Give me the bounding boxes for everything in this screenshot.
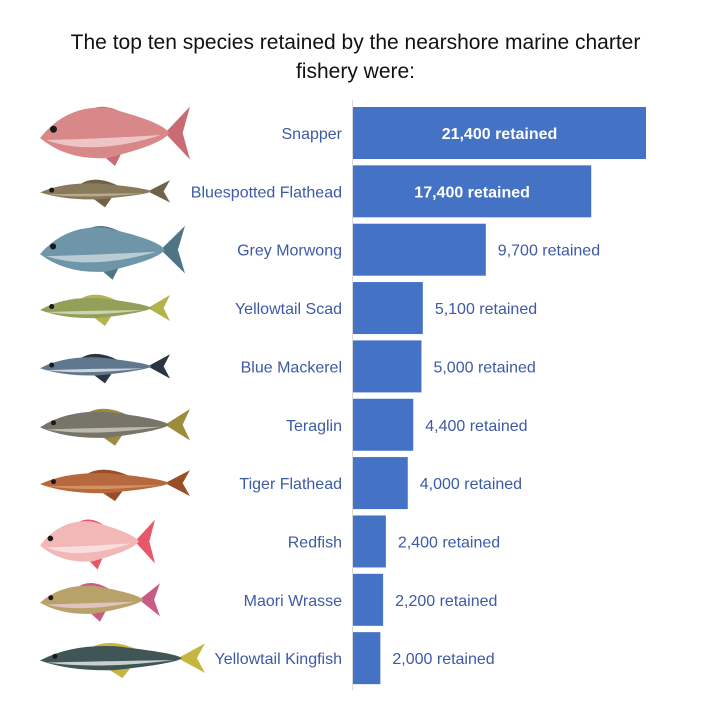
category-label: Snapper: [282, 126, 343, 143]
category-label: Blue Mackerel: [241, 359, 342, 376]
category-label: Redfish: [288, 534, 342, 551]
blue-mackerel-icon: [40, 353, 170, 384]
redfish-icon: [40, 519, 155, 570]
category-label: Bluespotted Flathead: [191, 184, 342, 201]
grey-morwong-icon: [40, 225, 185, 280]
bar: [353, 165, 592, 218]
data-label: 2,000 retained: [392, 651, 494, 668]
data-label: 2,200 retained: [395, 593, 497, 610]
yellowtail-kingfish-icon: [40, 643, 205, 679]
category-label: Yellowtail Scad: [235, 301, 342, 318]
yellowtail-scad-icon: [40, 294, 170, 327]
category-label: Tiger Flathead: [239, 476, 342, 493]
chart-title-line-2: fishery were:: [295, 60, 416, 83]
bar: [353, 573, 384, 626]
bar: [353, 632, 381, 685]
data-label: 21,400 retained: [442, 126, 558, 143]
bar: [353, 107, 646, 159]
bars: Snapper 21,400 retained Bluespotted Flathe…: [191, 107, 646, 685]
bar: [353, 457, 408, 510]
snapper-icon: [40, 106, 190, 166]
chart-title: The top ten species retained by the near…: [0, 28, 711, 86]
data-label: 5,100 retained: [435, 301, 537, 318]
data-label: 2,400 retained: [398, 534, 500, 551]
category-label: Maori Wrasse: [244, 593, 342, 610]
bar: [353, 340, 422, 393]
data-label: 17,400 retained: [414, 184, 530, 201]
data-label: 4,000 retained: [420, 476, 522, 493]
bar: [353, 515, 386, 568]
bar: [353, 398, 414, 451]
category-label: Grey Morwong: [237, 243, 342, 260]
bar: [353, 223, 486, 276]
chart-title-line-1: The top ten species retained by the near…: [70, 31, 641, 54]
bar: [353, 282, 423, 335]
maori-wrasse-icon: [40, 582, 160, 622]
data-label: 9,700 retained: [498, 243, 600, 260]
tiger-flathead-icon: [40, 469, 190, 502]
data-label: 4,400 retained: [425, 418, 527, 435]
bluespotted-flathead-icon: [40, 179, 170, 208]
data-label: 5,000 retained: [433, 359, 535, 376]
category-label: Teraglin: [286, 418, 342, 435]
category-label: Yellowtail Kingfish: [215, 651, 342, 668]
fish-illustrations: [40, 106, 205, 679]
teraglin-icon: [40, 408, 190, 446]
